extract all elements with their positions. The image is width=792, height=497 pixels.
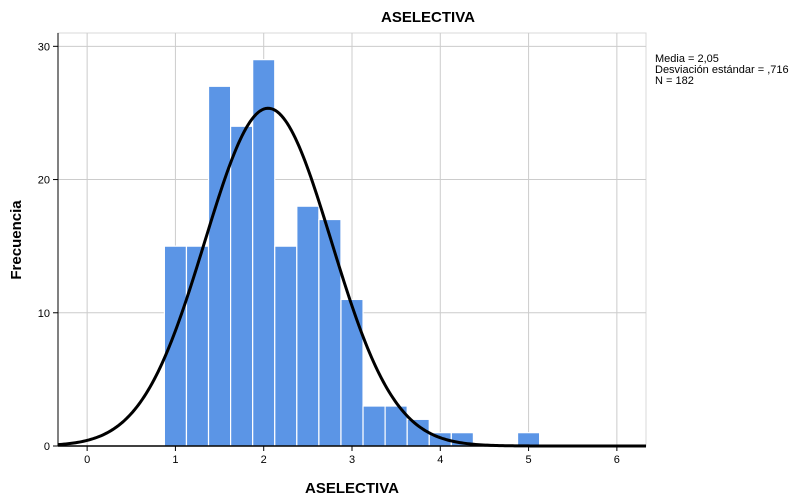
x-tick-label: 5 — [526, 454, 532, 466]
stats-line: N = 182 — [655, 75, 694, 87]
y-tick-label: 10 — [38, 308, 50, 320]
histogram-bar — [318, 218, 342, 447]
histogram-bar — [163, 245, 188, 447]
histogram-bar — [296, 205, 320, 447]
chart-title: ASELECTIVA — [381, 9, 475, 26]
y-tick-label: 20 — [38, 175, 50, 187]
x-tick-label: 3 — [349, 454, 355, 466]
histogram-bar — [185, 245, 210, 447]
histogram-bar — [516, 432, 541, 447]
y-tick-label: 30 — [38, 41, 50, 53]
y-tick-label: 0 — [44, 441, 50, 453]
x-tick-label: 2 — [261, 454, 267, 466]
x-tick-label: 0 — [84, 454, 90, 466]
plot-area: 0 1 2 3 4 5 6 0 10 20 30 — [38, 32, 647, 466]
grid-lines — [58, 33, 646, 446]
histogram-bars — [163, 59, 541, 447]
x-axis-ticks: 0 1 2 3 4 5 6 — [84, 446, 620, 466]
x-tick-label: 4 — [437, 454, 443, 466]
stats-line: Media = 2,05 — [655, 53, 719, 65]
x-tick-label: 1 — [172, 454, 178, 466]
histogram-bar — [340, 298, 364, 447]
y-axis-ticks: 0 10 20 30 — [38, 41, 58, 453]
histogram-bar — [230, 125, 254, 447]
histogram-bar — [207, 85, 232, 447]
histogram-bar — [274, 245, 298, 447]
histogram-bar — [362, 405, 386, 447]
stats-line: Desviación estándar = ,716 — [655, 64, 789, 76]
y-axis-title: Frecuencia — [8, 200, 25, 280]
x-tick-label: 6 — [614, 454, 620, 466]
histogram-bar — [252, 59, 276, 447]
x-axis-title: ASELECTIVA — [305, 480, 399, 497]
